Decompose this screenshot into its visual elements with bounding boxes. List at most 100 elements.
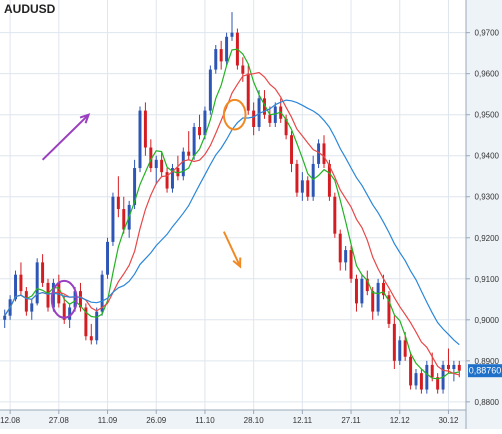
orange-arrow-head bbox=[232, 257, 242, 269]
candle bbox=[208, 65, 212, 115]
candle bbox=[387, 291, 391, 329]
candle-body bbox=[192, 127, 196, 156]
candle bbox=[122, 196, 126, 234]
candle bbox=[176, 155, 180, 181]
candle bbox=[268, 106, 272, 128]
candle-body bbox=[122, 209, 126, 230]
candle bbox=[170, 163, 174, 193]
orange-ellipse bbox=[222, 98, 247, 131]
candle bbox=[446, 348, 450, 374]
y-tick-label: 0,8900 bbox=[475, 357, 500, 366]
candle-body bbox=[170, 168, 174, 189]
candle bbox=[257, 90, 261, 132]
candle bbox=[273, 102, 277, 128]
candle bbox=[198, 114, 202, 140]
candle bbox=[322, 135, 326, 169]
candle bbox=[354, 274, 358, 312]
candle-body bbox=[35, 262, 39, 304]
candle-body bbox=[78, 291, 82, 308]
y-tick-label: 0,9500 bbox=[475, 111, 500, 120]
candle bbox=[89, 323, 93, 345]
y-tick-label: 0,9000 bbox=[475, 316, 500, 325]
candle bbox=[214, 44, 218, 74]
chart-title: AUDUSD bbox=[4, 2, 56, 16]
candle bbox=[24, 286, 28, 316]
candle bbox=[452, 360, 456, 382]
candle-body bbox=[225, 36, 229, 62]
candle-body bbox=[344, 250, 348, 263]
candle-body bbox=[354, 278, 358, 304]
candle-body bbox=[311, 163, 315, 197]
candle-body bbox=[208, 69, 212, 111]
y-tick-label: 0,9100 bbox=[475, 275, 500, 284]
candle-body bbox=[143, 110, 147, 148]
candle-body bbox=[425, 364, 429, 390]
candle bbox=[35, 258, 39, 306]
candle-body bbox=[273, 106, 277, 123]
candle-body bbox=[160, 159, 164, 173]
candle-body bbox=[376, 282, 380, 312]
candle-body bbox=[419, 373, 423, 390]
candle-body bbox=[262, 98, 266, 115]
candle-body bbox=[327, 163, 331, 197]
candle bbox=[57, 274, 61, 308]
candle-body bbox=[138, 110, 142, 169]
candle-body bbox=[452, 364, 456, 370]
candle-body bbox=[73, 291, 77, 308]
candle bbox=[181, 147, 185, 181]
candle bbox=[192, 122, 196, 160]
candle-body bbox=[176, 168, 180, 177]
y-tick-label: 0,8800 bbox=[475, 398, 500, 407]
candle bbox=[187, 131, 191, 160]
candle bbox=[46, 278, 50, 312]
x-tick-label: 28.10 bbox=[244, 416, 265, 425]
candle-body bbox=[360, 278, 364, 304]
candle-body bbox=[398, 340, 402, 361]
purple-arrow-shaft bbox=[41, 113, 90, 161]
candle-body bbox=[214, 49, 218, 70]
candle-body bbox=[300, 180, 304, 193]
candle bbox=[149, 139, 153, 173]
candle-body bbox=[306, 180, 310, 197]
candle bbox=[116, 176, 120, 218]
candle bbox=[252, 102, 256, 136]
candle-body bbox=[290, 135, 294, 164]
y-tick-label: 0,9600 bbox=[475, 70, 500, 79]
candle-body bbox=[338, 233, 342, 263]
y-tick-label: 0,9700 bbox=[475, 29, 500, 38]
candle-body bbox=[84, 307, 88, 337]
candle-body bbox=[100, 274, 104, 312]
purple-arrow-head bbox=[79, 113, 91, 124]
candle-body bbox=[154, 159, 158, 169]
candle bbox=[84, 303, 88, 341]
x-tick-label: 11.09 bbox=[98, 416, 118, 425]
candle-body bbox=[116, 196, 120, 210]
y-tick-label: 0,9200 bbox=[475, 234, 500, 243]
x-tick-label: 12.11 bbox=[293, 416, 313, 425]
candle-body bbox=[365, 278, 369, 292]
candle bbox=[95, 307, 99, 345]
candle bbox=[295, 159, 299, 197]
candle bbox=[246, 65, 250, 115]
x-tick-label: 30.12 bbox=[438, 416, 459, 425]
candle bbox=[333, 192, 337, 238]
candle-body bbox=[230, 32, 234, 37]
x-tick-label: 27.08 bbox=[49, 416, 70, 425]
y-axis-ticks: 0,9700 0,9600 0,9500 0,9400 0,9300 0,9200 0,91… bbox=[466, 29, 500, 407]
candle-body bbox=[41, 262, 45, 283]
candle bbox=[19, 262, 23, 296]
y-tick-label: 0,9300 bbox=[475, 193, 500, 202]
candle bbox=[365, 270, 369, 296]
candle bbox=[100, 270, 104, 316]
candle-body bbox=[19, 274, 23, 292]
candle-body bbox=[246, 73, 250, 111]
x-tick-label: 11.10 bbox=[195, 416, 215, 425]
candle bbox=[41, 254, 45, 287]
candle-body bbox=[62, 303, 66, 320]
last-price-box bbox=[468, 364, 502, 378]
last-price-marker: 0,88760 bbox=[468, 364, 502, 378]
candle-body bbox=[106, 241, 110, 275]
candle-body bbox=[14, 274, 18, 300]
candle-body bbox=[284, 118, 288, 136]
